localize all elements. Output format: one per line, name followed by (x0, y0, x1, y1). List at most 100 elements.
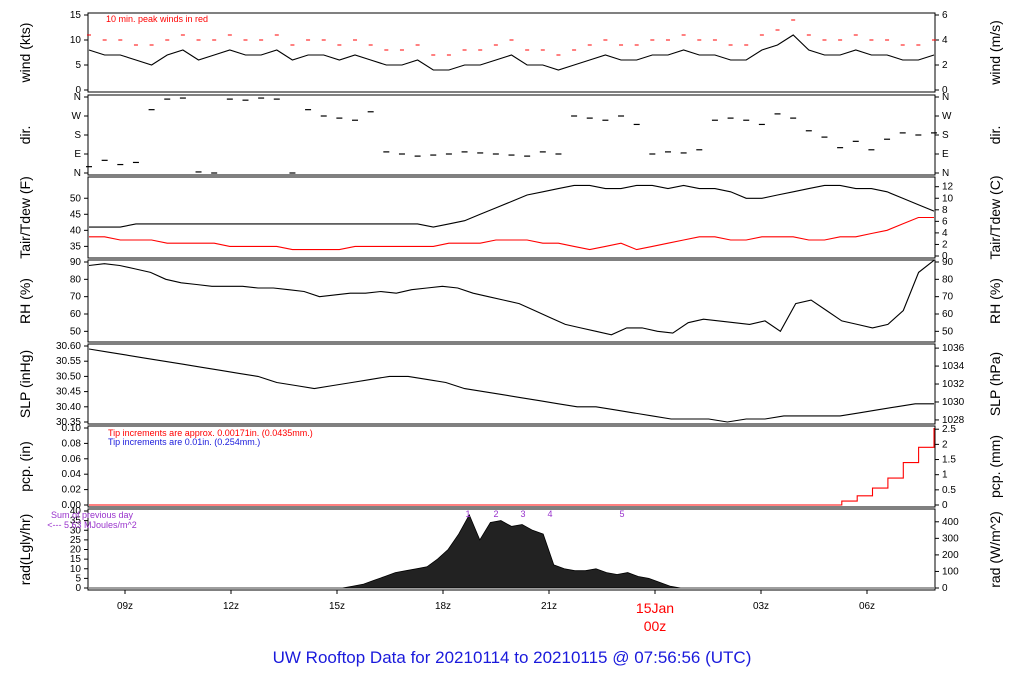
wind-ms-tick-label: 2 (942, 60, 948, 71)
panel-frame-2 (87, 176, 936, 259)
rad-wm2-tick-label: 100 (942, 566, 959, 577)
ylabel-left-6: rad(Lgly/hr) (17, 514, 33, 586)
dir-left-tick-label: S (74, 130, 81, 141)
temp-f-tick-label: 50 (70, 193, 82, 204)
ylabel-left-5: pcp. (in) (17, 441, 33, 492)
wind-ms-tick-label: 6 (942, 10, 948, 21)
rad-ly-tick-label: 10 (70, 564, 82, 575)
pcp-in-tick-label: 0.06 (62, 454, 82, 465)
slp-inhg-tick-label: 30.35 (56, 417, 81, 428)
wind-annotation: 10 min. peak winds in red (106, 14, 208, 24)
ylabel-left-2: Tair/Tdew (F) (17, 176, 33, 258)
ylabel-right-6: rad (W/m^2) (987, 511, 1003, 588)
ylabel-left-3: RH (%) (17, 278, 33, 324)
slp-hpa-tick-label: 1034 (942, 361, 965, 372)
rh-line (88, 259, 935, 336)
x-tick-label: 18z (435, 601, 451, 612)
wind-kts-tick-label: 5 (75, 60, 81, 71)
wind-speed-line (88, 34, 935, 71)
x-tick-label: 06z (859, 601, 875, 612)
x-tick-label: 15z (329, 601, 345, 612)
rh-left-tick-label: 90 (70, 257, 82, 268)
rh-right-tick-label: 60 (942, 309, 954, 320)
rh-left-tick-label: 70 (70, 292, 82, 303)
pcp-mm-tick-label: 0 (942, 500, 948, 511)
rad-marker: 5 (619, 509, 624, 519)
temp-f-tick-label: 35 (70, 241, 82, 252)
rh-right-tick-label: 90 (942, 257, 954, 268)
wind-kts-tick-label: 10 (70, 35, 82, 46)
precip-annotation-blue: Tip increments are 0.01in. (0.254mm.) (108, 437, 260, 447)
slp-inhg-tick-label: 30.50 (56, 371, 81, 382)
slp-inhg-tick-label: 30.40 (56, 402, 81, 413)
dir-left-tick-label: N (74, 92, 81, 103)
dir-right-tick-label: N (942, 92, 949, 103)
rh-left-tick-label: 80 (70, 274, 82, 285)
rad-ly-tick-label: 0 (75, 583, 81, 594)
slp-inhg-tick-label: 30.45 (56, 387, 81, 398)
panel-frame-5 (87, 425, 936, 508)
temp-c-tick-label: 8 (942, 205, 948, 216)
temp-c-tick-label: 6 (942, 216, 948, 227)
ylabel-left-1: dir. (17, 126, 33, 145)
temp-f-tick-label: 45 (70, 209, 82, 220)
pcp-mm-tick-label: 1 (942, 470, 948, 481)
x-tick-label: 03z (753, 601, 769, 612)
rad-ly-tick-label: 35 (70, 516, 82, 527)
slp-hpa-tick-label: 1036 (942, 343, 965, 354)
slp-inhg-tick-label: 30.60 (56, 341, 81, 352)
ylabel-right-1: dir. (987, 126, 1003, 145)
wind-ms-tick-label: 4 (942, 35, 948, 46)
slp-hpa-tick-label: 1032 (942, 379, 965, 390)
rad-wm2-tick-label: 0 (942, 583, 948, 594)
temp-c-tick-label: 4 (942, 228, 948, 239)
rad-marker: 2 (493, 509, 498, 519)
pcp-mm-tick-label: 0.5 (942, 485, 956, 496)
rh-right-tick-label: 70 (942, 292, 954, 303)
dewpoint-line (89, 216, 934, 251)
pcp-in-tick-label: 0.00 (62, 500, 82, 511)
temp-f-tick-label: 40 (70, 225, 82, 236)
dir-right-tick-label: E (942, 149, 949, 160)
panel-frame-1 (87, 94, 936, 176)
radiation-area (89, 513, 934, 589)
slp-inhg-tick-label: 30.55 (56, 356, 81, 367)
pcp-in-tick-label: 0.02 (62, 485, 82, 496)
ylabel-right-5: pcp. (mm) (987, 435, 1003, 498)
rad-wm2-tick-label: 200 (942, 550, 959, 561)
temp-c-tick-label: 12 (942, 182, 954, 193)
rad-marker: 1 (465, 509, 470, 519)
x-tick-label: 09z (117, 601, 133, 612)
wind-kts-tick-label: 15 (70, 10, 82, 21)
ylabel-right-0: wind (m/s) (987, 20, 1003, 86)
rh-right-tick-label: 50 (942, 326, 954, 337)
pcp-in-tick-label: 0.04 (62, 469, 82, 480)
temp-c-tick-label: 10 (942, 193, 954, 204)
precip-step-line (89, 428, 935, 506)
pcp-in-tick-label: 0.08 (62, 438, 82, 449)
rh-left-tick-label: 50 (70, 326, 82, 337)
panel-frame-4 (87, 343, 936, 425)
wind-kts-tick-label: 0 (75, 85, 81, 96)
ylabel-right-4: SLP (hPa) (987, 352, 1003, 416)
rh-right-tick-label: 80 (942, 274, 954, 285)
rad-wm2-tick-label: 400 (942, 517, 959, 528)
x-tick-label: 12z (223, 601, 239, 612)
panel-frame-0 (87, 12, 936, 93)
panel-frame-3 (87, 259, 936, 343)
ylabel-left-4: SLP (inHg) (17, 350, 33, 418)
pcp-mm-tick-label: 1.5 (942, 455, 956, 466)
rad-annotation-line2: <--- 5.63 MJoules/m^2 (47, 520, 137, 530)
dir-left-tick-label: E (74, 149, 81, 160)
dir-right-tick-label: S (942, 130, 949, 141)
slp-hpa-tick-label: 1028 (942, 415, 965, 426)
rad-wm2-tick-label: 300 (942, 533, 959, 544)
temp-c-tick-label: 0 (942, 251, 948, 262)
rad-annotation-line1: Sum of previous day (51, 510, 134, 520)
slp-hpa-tick-label: 1030 (942, 397, 965, 408)
rad-ly-tick-label: 20 (70, 545, 82, 556)
footer-title: UW Rooftop Data for 20210114 to 20210115… (272, 648, 752, 667)
dir-right-tick-label: W (942, 111, 952, 122)
date-sub-label: 00z (644, 618, 667, 634)
